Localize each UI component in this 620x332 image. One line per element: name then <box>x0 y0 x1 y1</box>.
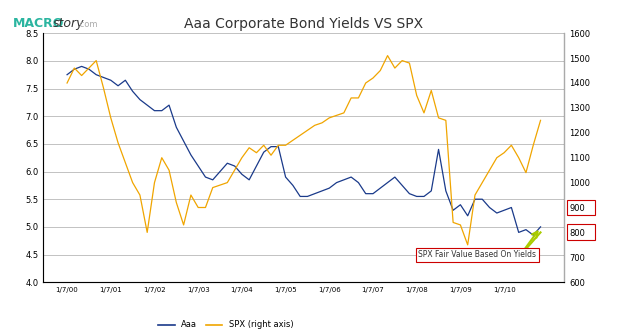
Text: story: story <box>53 17 84 30</box>
Text: MACRO: MACRO <box>12 17 64 30</box>
Title: Aaa Corporate Bond Yields VS SPX: Aaa Corporate Bond Yields VS SPX <box>184 17 423 31</box>
Text: .com: .com <box>78 20 98 29</box>
Text: SPX Fair Value Based On Yields: SPX Fair Value Based On Yields <box>418 250 536 259</box>
Legend: Aaa, SPX (right axis): Aaa, SPX (right axis) <box>154 317 297 332</box>
